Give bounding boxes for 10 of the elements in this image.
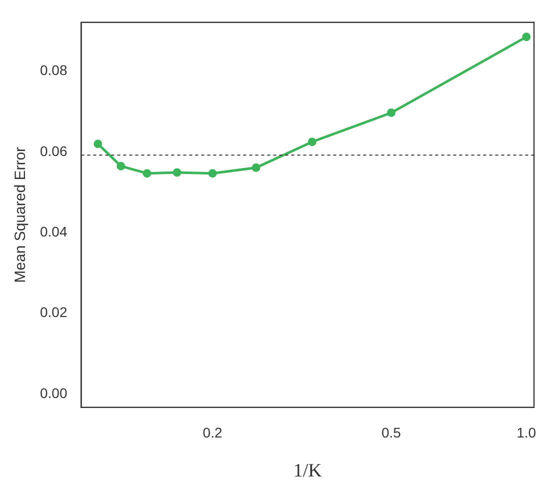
x-tick-label: 0.2 [202, 424, 222, 441]
y-tick-label: 0.00 [40, 384, 68, 401]
y-tick-label: 0.06 [40, 142, 68, 159]
y-axis-title: Mean Squared Error [12, 146, 30, 283]
x-axis-title: 1/K [293, 460, 322, 482]
x-tick-label: 0.5 [381, 424, 402, 441]
x-tick-label: 1.0 [516, 424, 536, 441]
y-tick-label: 0.08 [40, 62, 68, 78]
y-tick-label: 0.02 [40, 304, 68, 320]
y-tick-label: 0.04 [40, 224, 68, 240]
